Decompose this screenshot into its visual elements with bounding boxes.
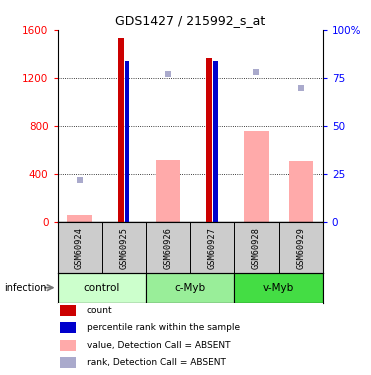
Text: count: count — [87, 306, 112, 315]
Text: GSM60924: GSM60924 — [75, 226, 84, 268]
Text: control: control — [83, 283, 120, 292]
Text: GSM60928: GSM60928 — [252, 226, 261, 268]
Text: GSM60926: GSM60926 — [164, 226, 173, 268]
Bar — [156, 160, 180, 222]
Bar — [125, 61, 129, 222]
Text: v-Myb: v-Myb — [263, 283, 294, 292]
Title: GDS1427 / 215992_s_at: GDS1427 / 215992_s_at — [115, 15, 265, 27]
Bar — [60, 340, 76, 351]
Bar — [289, 161, 313, 222]
Bar — [213, 61, 217, 222]
Text: value, Detection Call = ABSENT: value, Detection Call = ABSENT — [87, 340, 230, 350]
Bar — [118, 38, 124, 222]
Bar — [146, 273, 234, 303]
Text: infection: infection — [4, 283, 46, 292]
Bar — [60, 357, 76, 368]
Text: rank, Detection Call = ABSENT: rank, Detection Call = ABSENT — [87, 358, 226, 367]
Bar — [60, 322, 76, 333]
Bar — [244, 131, 269, 222]
Bar — [60, 305, 76, 316]
Text: GSM60925: GSM60925 — [119, 226, 128, 268]
Bar — [68, 215, 92, 222]
Bar — [58, 273, 146, 303]
Text: GSM60929: GSM60929 — [296, 226, 305, 268]
Bar — [206, 58, 212, 222]
Text: c-Myb: c-Myb — [175, 283, 206, 292]
Bar — [234, 273, 323, 303]
Text: percentile rank within the sample: percentile rank within the sample — [87, 324, 240, 333]
Text: GSM60927: GSM60927 — [208, 226, 217, 268]
